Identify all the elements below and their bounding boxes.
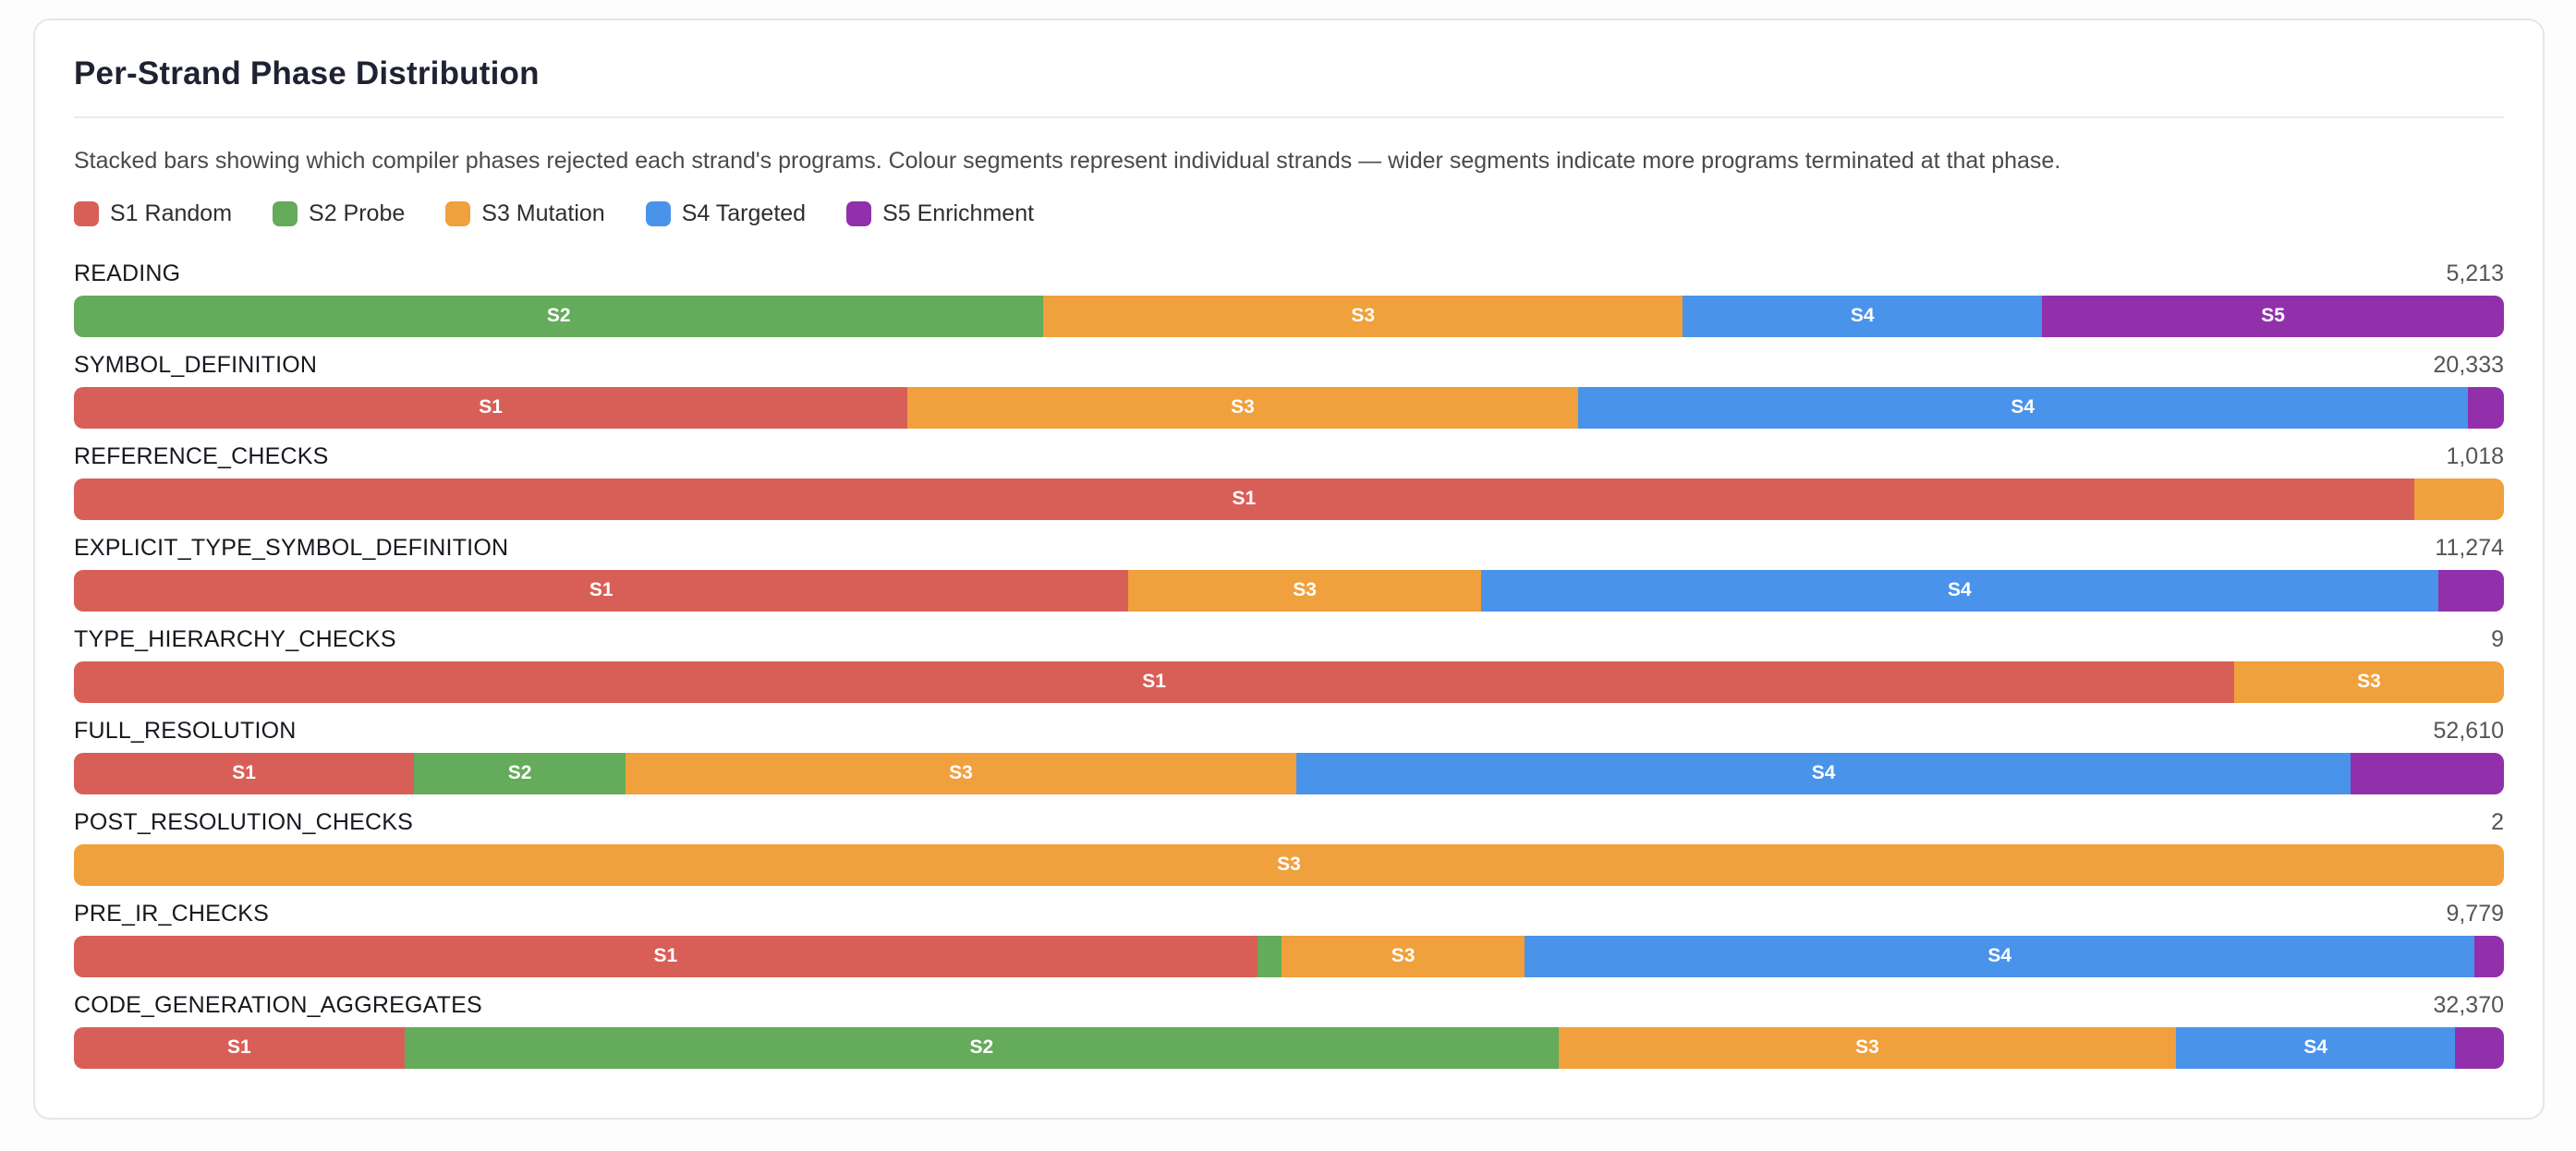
legend-swatch-icon <box>74 200 99 226</box>
legend-label: S3 Mutation <box>481 200 605 226</box>
phase-total: 9,779 <box>2446 900 2504 927</box>
stacked-bar: S1 S3 S4 <box>74 569 2504 612</box>
phase-row: TYPE_HIERARCHY_CHECKS 9 S1 S3 <box>74 626 2504 703</box>
bar-segment-s5: S5 <box>2042 295 2504 337</box>
phase-total: 2 <box>2491 808 2504 835</box>
bar-segment-s1: S1 <box>74 1026 405 1069</box>
phase-name: TYPE_HIERARCHY_CHECKS <box>74 625 396 652</box>
bar-segment-s2: S2 <box>74 295 1044 337</box>
phase-row: POST_RESOLUTION_CHECKS 2 S3 <box>74 809 2504 886</box>
legend-label: S2 Probe <box>309 200 406 226</box>
bar-segment-s4: S4 <box>1295 752 2351 794</box>
title-divider <box>74 116 2504 118</box>
legend-item-s5: S5 Enrichment <box>846 200 1034 227</box>
phase-row-header: POST_RESOLUTION_CHECKS 2 <box>74 809 2504 836</box>
phase-name: CODE_GENERATION_AGGREGATES <box>74 991 482 1018</box>
phase-row-header: EXPLICIT_TYPE_SYMBOL_DEFINITION 11,274 <box>74 535 2504 562</box>
bar-segment-s4: S4 <box>1683 295 2043 337</box>
bar-segment-s3: S3 <box>2234 660 2504 703</box>
bar-segment-s5 <box>2437 569 2504 612</box>
phase-total: 52,610 <box>2433 717 2504 744</box>
bar-segment-s3 <box>2413 478 2504 520</box>
bar-segment-s1: S1 <box>74 660 2235 703</box>
bar-segment-s4: S4 <box>2175 1026 2456 1069</box>
legend-swatch-icon <box>846 200 872 226</box>
phase-row-header: REFERENCE_CHECKS 1,018 <box>74 443 2504 470</box>
phase-row: PRE_IR_CHECKS 9,779 S1 S3 S4 <box>74 901 2504 977</box>
phase-name: READING <box>74 260 181 286</box>
card-title: Per-Strand Phase Distribution <box>74 55 540 91</box>
bar-segment-s5 <box>2474 935 2504 977</box>
bar-segment-s1: S1 <box>74 569 1129 612</box>
legend-item-s3: S3 Mutation <box>445 200 605 227</box>
bar-segment-s5 <box>2467 386 2504 429</box>
phase-total: 11,274 <box>2435 534 2504 561</box>
stacked-bar: S1 S3 S4 <box>74 386 2504 429</box>
phase-row-header: TYPE_HIERARCHY_CHECKS 9 <box>74 626 2504 653</box>
phase-row-header: PRE_IR_CHECKS 9,779 <box>74 901 2504 927</box>
phase-total: 5,213 <box>2446 260 2504 286</box>
legend: S1 Random S2 Probe S3 Mutation S4 Targeted S… <box>74 200 2504 227</box>
bar-segment-s2: S2 <box>414 752 626 794</box>
legend-swatch-icon <box>645 200 671 226</box>
bar-segment-s3: S3 <box>1558 1026 2176 1069</box>
bar-segment-s1: S1 <box>74 935 1258 977</box>
bar-segment-s2 <box>1257 935 1282 977</box>
legend-label: S5 Enrichment <box>882 200 1035 226</box>
legend-swatch-icon <box>273 200 298 226</box>
bar-segment-s3: S3 <box>1043 295 1683 337</box>
stacked-bar: S3 <box>74 843 2504 886</box>
phase-name: SYMBOL_DEFINITION <box>74 351 318 378</box>
phase-row-header: CODE_GENERATION_AGGREGATES 32,370 <box>74 992 2504 1019</box>
bar-segment-s2: S2 <box>404 1026 1559 1069</box>
bar-segment-s5 <box>2351 752 2504 794</box>
phase-total: 32,370 <box>2433 991 2504 1018</box>
legend-item-s2: S2 Probe <box>273 200 405 227</box>
phase-total: 1,018 <box>2446 442 2504 469</box>
phase-row-header: SYMBOL_DEFINITION 20,333 <box>74 352 2504 379</box>
phase-row-header: FULL_RESOLUTION 52,610 <box>74 718 2504 745</box>
stacked-bar: S2 S3 S4 S5 <box>74 295 2504 337</box>
phase-row-header: READING 5,213 <box>74 260 2504 287</box>
bar-segment-s4: S4 <box>1480 569 2438 612</box>
phase-distribution-card: Per-Strand Phase Distribution Stacked ba… <box>33 18 2545 1120</box>
phase-name: POST_RESOLUTION_CHECKS <box>74 808 413 835</box>
phase-total: 20,333 <box>2433 351 2504 378</box>
stacked-bar: S1 S2 S3 S4 <box>74 752 2504 794</box>
bar-segment-s3: S3 <box>907 386 1578 429</box>
bar-segment-s5 <box>2455 1026 2504 1069</box>
bar-segment-s3: S3 <box>1282 935 1525 977</box>
phase-name: FULL_RESOLUTION <box>74 717 297 744</box>
legend-label: S4 Targeted <box>681 200 807 226</box>
bar-segment-s4: S4 <box>1577 386 2468 429</box>
phase-row: EXPLICIT_TYPE_SYMBOL_DEFINITION 11,274 S1 S… <box>74 535 2504 612</box>
phase-row: SYMBOL_DEFINITION 20,333 S1 S3 S4 <box>74 352 2504 429</box>
bar-segment-s3: S3 <box>625 752 1296 794</box>
legend-item-s1: S1 Random <box>74 200 232 227</box>
phase-row: READING 5,213 S2 S3 S4 S5 <box>74 260 2504 337</box>
stacked-bar: S1 S2 S3 S4 <box>74 1026 2504 1069</box>
phase-name: PRE_IR_CHECKS <box>74 900 269 927</box>
phase-row: FULL_RESOLUTION 52,610 S1 S2 S3 S4 <box>74 718 2504 794</box>
bar-segment-s4: S4 <box>1525 935 2475 977</box>
phase-name: EXPLICIT_TYPE_SYMBOL_DEFINITION <box>74 534 509 561</box>
bar-segment-s3: S3 <box>1128 569 1481 612</box>
legend-label: S1 Random <box>110 200 233 226</box>
stacked-bar: S1 <box>74 478 2504 520</box>
phase-name: REFERENCE_CHECKS <box>74 442 329 469</box>
stacked-bar: S1 S3 S4 <box>74 935 2504 977</box>
phase-row: CODE_GENERATION_AGGREGATES 32,370 S1 S2 S3 S4 <box>74 992 2504 1069</box>
legend-swatch-icon <box>445 200 471 226</box>
bar-segment-s1: S1 <box>74 478 2414 520</box>
legend-item-s4: S4 Targeted <box>645 200 807 227</box>
bar-segment-s3: S3 <box>74 843 2504 886</box>
chart-subtitle: Stacked bars showing which compiler phas… <box>74 148 2061 174</box>
phase-total: 9 <box>2491 625 2504 652</box>
phase-row: REFERENCE_CHECKS 1,018 S1 <box>74 443 2504 520</box>
bar-segment-s1: S1 <box>74 752 415 794</box>
phase-rows: READING 5,213 S2 S3 S4 S5 SYMBOL_DEFINITION 20,… <box>74 260 2504 1069</box>
stacked-bar: S1 S3 <box>74 660 2504 703</box>
bar-segment-s1: S1 <box>74 386 908 429</box>
